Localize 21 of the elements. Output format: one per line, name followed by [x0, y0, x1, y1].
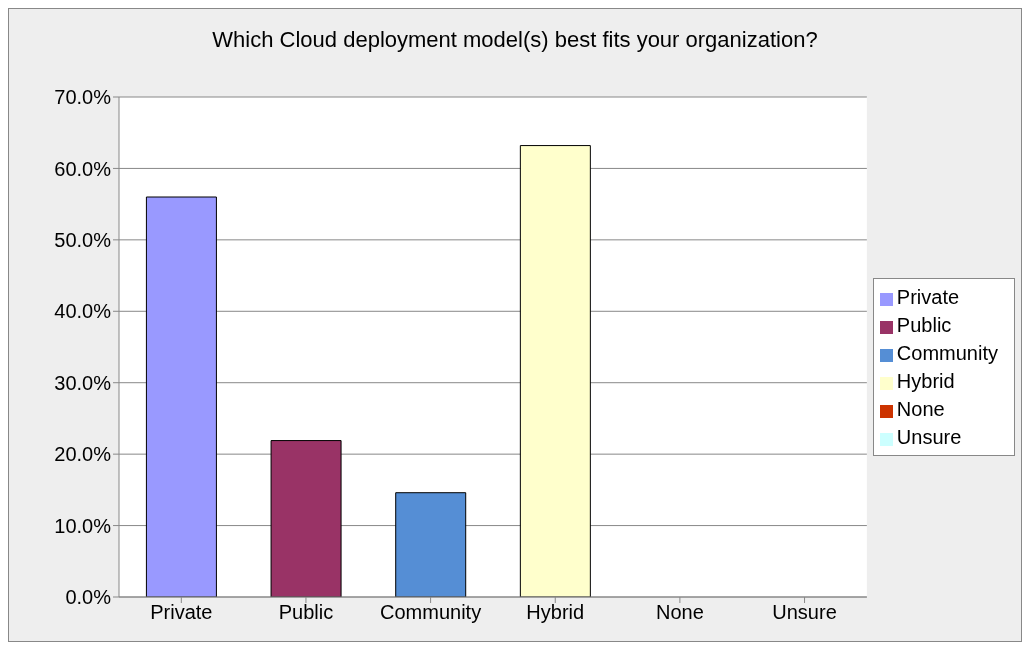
- legend-label: Public: [896, 314, 952, 336]
- y-tick-label: 40.0%: [54, 300, 112, 323]
- x-tick-label: Hybrid: [526, 601, 585, 624]
- legend-label: Hybrid: [896, 370, 955, 392]
- x-tick-label: Public: [278, 601, 334, 624]
- x-tick-label: Community: [380, 601, 482, 624]
- legend-label: Unsure: [896, 426, 962, 448]
- y-tick-label: 0.0%: [65, 586, 112, 609]
- y-tick-label: 60.0%: [54, 157, 112, 180]
- chart-title: Which Cloud deployment model(s) best fits your organization?: [211, 26, 819, 54]
- legend-label: None: [896, 398, 945, 420]
- legend-label: Private: [896, 286, 960, 308]
- legend-label: Community: [896, 342, 998, 364]
- x-tick-label: None: [655, 601, 704, 624]
- y-tick-label: 20.0%: [54, 443, 112, 466]
- y-tick-label: 50.0%: [54, 228, 112, 251]
- y-tick-label: 30.0%: [54, 371, 112, 394]
- x-tick-label: Private: [150, 601, 213, 624]
- y-tick-label: 70.0%: [54, 86, 112, 109]
- x-tick-label: Unsure: [772, 601, 837, 624]
- y-tick-label: 10.0%: [54, 514, 112, 537]
